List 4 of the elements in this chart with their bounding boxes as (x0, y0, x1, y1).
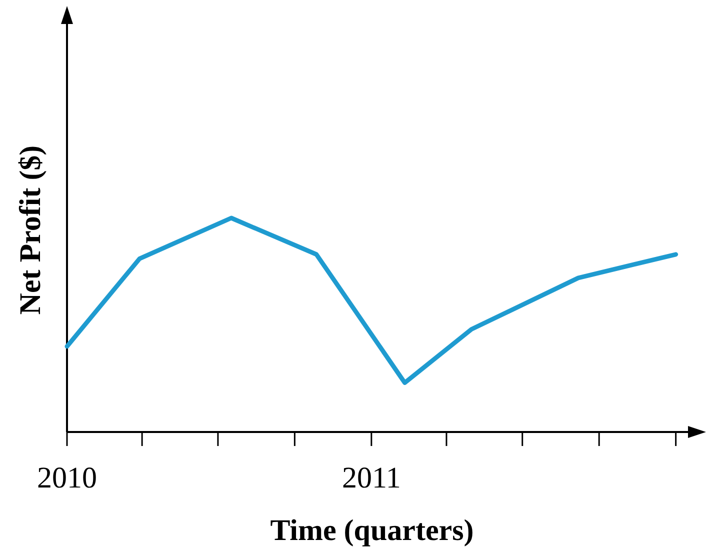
y-axis-title: Net Profit ($) (14, 145, 47, 315)
x-axis-title: Time (quarters) (270, 514, 474, 547)
x-tick-label: 2011 (342, 461, 401, 494)
x-tick-label: 2010 (37, 461, 97, 494)
